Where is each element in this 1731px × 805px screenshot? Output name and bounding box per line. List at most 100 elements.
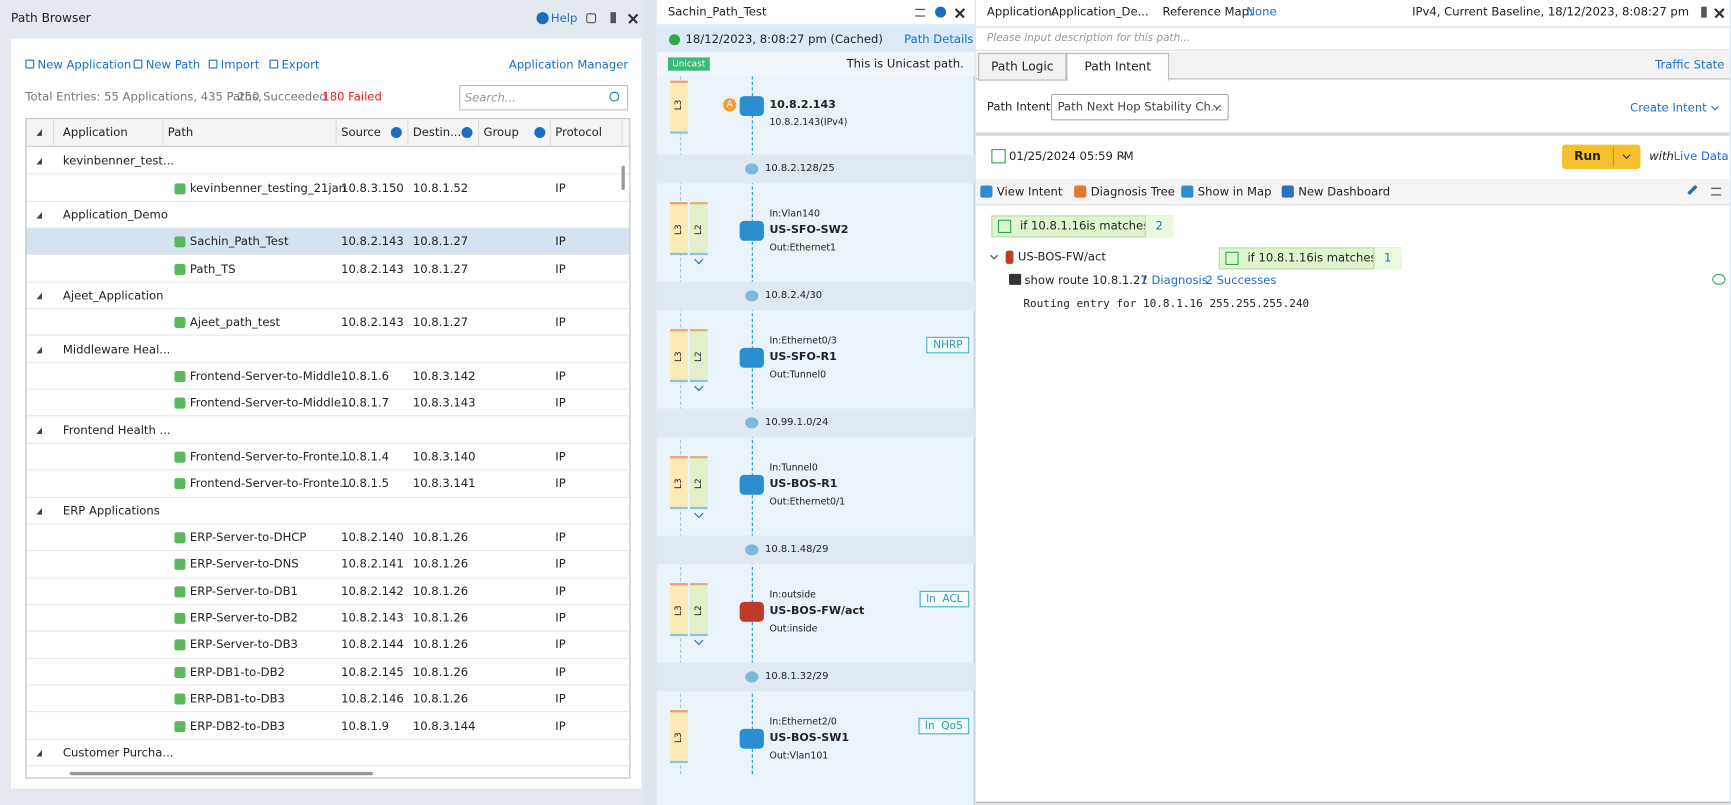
menu-icon[interactable]: [915, 8, 926, 17]
status-text[interactable]: 18/12/2023, 8:08:27 pm (Cached): [685, 33, 883, 47]
table-row[interactable]: [26, 524, 630, 552]
device-name[interactable]: 10.8.2.143: [769, 99, 836, 112]
app-manager-link[interactable]: Application Manager: [508, 58, 629, 72]
destination-ip: 10.8.3.141: [412, 477, 476, 491]
subnet-icon: [745, 416, 759, 428]
successes-link[interactable]: 2 Successes: [1205, 273, 1277, 288]
table-row[interactable]: [26, 147, 630, 175]
path-details-link[interactable]: Path Details: [904, 33, 974, 47]
group-toggle[interactable]: [36, 292, 42, 300]
search-icon[interactable]: [609, 91, 620, 102]
condition-text[interactable]: if 10.8.1.16is matches: [1020, 219, 1150, 234]
table-row[interactable]: [26, 389, 630, 417]
table-row[interactable]: [26, 174, 630, 202]
ref-map-link[interactable]: None: [1246, 5, 1277, 19]
device-name[interactable]: US-BOS-R1: [769, 478, 838, 491]
device-name[interactable]: US-BOS-SW1: [769, 732, 850, 745]
group-toggle[interactable]: [36, 427, 42, 434]
subnet-band: [656, 408, 975, 437]
menu-icon[interactable]: [1711, 187, 1722, 196]
table-row[interactable]: [26, 551, 630, 579]
column-header[interactable]: Application: [62, 125, 128, 140]
traffic-state-link[interactable]: Traffic State: [1655, 58, 1725, 72]
pin-icon[interactable]: [1701, 6, 1707, 18]
group-toggle[interactable]: [36, 346, 42, 353]
table-row[interactable]: [26, 497, 630, 525]
device-name[interactable]: US-SFO-R1: [769, 351, 837, 364]
tab-label[interactable]: Path Intent: [1084, 59, 1152, 74]
table-row[interactable]: [26, 201, 630, 229]
table-row[interactable]: [26, 605, 630, 632]
table-row[interactable]: [26, 228, 630, 256]
column-header[interactable]: Protocol: [555, 125, 603, 140]
live-data-link[interactable]: Live Data: [1673, 150, 1729, 164]
tool-button[interactable]: Show in Map: [1197, 185, 1272, 199]
snapshot-icon: [991, 149, 1006, 164]
create-intent-link[interactable]: Create Intent: [1630, 101, 1707, 115]
with-label: with: [1649, 150, 1674, 164]
group-toggle[interactable]: [36, 749, 42, 757]
column-header[interactable]: Path: [167, 125, 194, 140]
intent-select-value[interactable]: Path Next Hop Stability Ch...: [1057, 100, 1222, 114]
device-name[interactable]: US-BOS-FW/act: [769, 605, 865, 618]
refresh-icon[interactable]: [586, 13, 597, 24]
help-icon[interactable]: [536, 12, 549, 25]
subnet-icon: [745, 670, 759, 682]
condition-text[interactable]: if 10.8.1.16is matches: [1247, 251, 1377, 266]
table-row[interactable]: [26, 443, 630, 471]
diagnosis-link[interactable]: 1 Diagnosis: [1140, 273, 1208, 288]
column-header[interactable]: Group: [483, 125, 519, 140]
toolbar-button[interactable]: Import: [220, 58, 260, 72]
compare-icon[interactable]: [1712, 273, 1726, 285]
condition-count[interactable]: 1: [1383, 251, 1392, 266]
device-name[interactable]: US-SFO-SW2: [769, 224, 849, 237]
table-row[interactable]: [26, 470, 630, 498]
group-toggle[interactable]: [36, 158, 42, 165]
protocol: IP: [555, 396, 566, 411]
toolbar-button[interactable]: Export: [281, 58, 320, 72]
device-node[interactable]: US-BOS-FW/act: [1017, 250, 1106, 264]
tab-label[interactable]: Path Logic: [991, 59, 1054, 74]
toolbar-button[interactable]: New Application: [37, 58, 132, 72]
path-name: Frontend-Server-to-Middle...: [189, 369, 353, 384]
help-link[interactable]: Help: [550, 12, 578, 26]
table-row[interactable]: [26, 712, 630, 740]
tool-button[interactable]: New Dashboard: [1298, 185, 1391, 199]
tool-button[interactable]: Diagnosis Tree: [1090, 185, 1175, 199]
column-header[interactable]: Source: [341, 125, 381, 140]
pin-icon[interactable]: [610, 12, 617, 24]
table-row[interactable]: [26, 578, 630, 606]
table-row[interactable]: [26, 282, 630, 310]
table-row[interactable]: [26, 309, 630, 337]
table-row[interactable]: [26, 658, 630, 686]
table-row[interactable]: [26, 631, 630, 659]
column-header[interactable]: Destin...: [412, 125, 462, 140]
table-row[interactable]: [26, 255, 630, 283]
help-icon[interactable]: [935, 6, 947, 18]
group-toggle[interactable]: [36, 507, 42, 515]
tool-button[interactable]: View Intent: [996, 185, 1063, 199]
tab[interactable]: Path Logic: [978, 53, 1067, 81]
tab[interactable]: Path Intent: [1066, 53, 1170, 81]
snapshot-date[interactable]: 01/25/2024 05:59 PM: [1009, 150, 1134, 164]
description-placeholder[interactable]: Please input description for this path..…: [986, 32, 1191, 45]
layer-bar: [670, 456, 688, 510]
table-row[interactable]: [26, 416, 630, 444]
table-row[interactable]: [26, 363, 630, 390]
subnet-label: 10.99.1.0/24: [765, 416, 829, 428]
protocol: IP: [555, 558, 566, 572]
sort-toggle: [36, 129, 42, 136]
run-label[interactable]: Run: [1574, 149, 1601, 164]
intent-select[interactable]: [1050, 93, 1229, 121]
group-toggle[interactable]: [36, 211, 42, 219]
search-box[interactable]: [459, 85, 629, 111]
run-button[interactable]: Run: [1562, 144, 1641, 169]
destination-ip: 10.8.1.26: [412, 558, 469, 572]
destination-ip: 10.8.1.52: [412, 181, 469, 195]
table-row[interactable]: [26, 685, 630, 713]
source-ip: 10.8.2.143: [341, 262, 404, 276]
table-row[interactable]: [26, 739, 630, 767]
condition-count[interactable]: 2: [1155, 219, 1163, 234]
table-row[interactable]: [26, 336, 630, 364]
toolbar-button[interactable]: New Path: [145, 58, 201, 72]
